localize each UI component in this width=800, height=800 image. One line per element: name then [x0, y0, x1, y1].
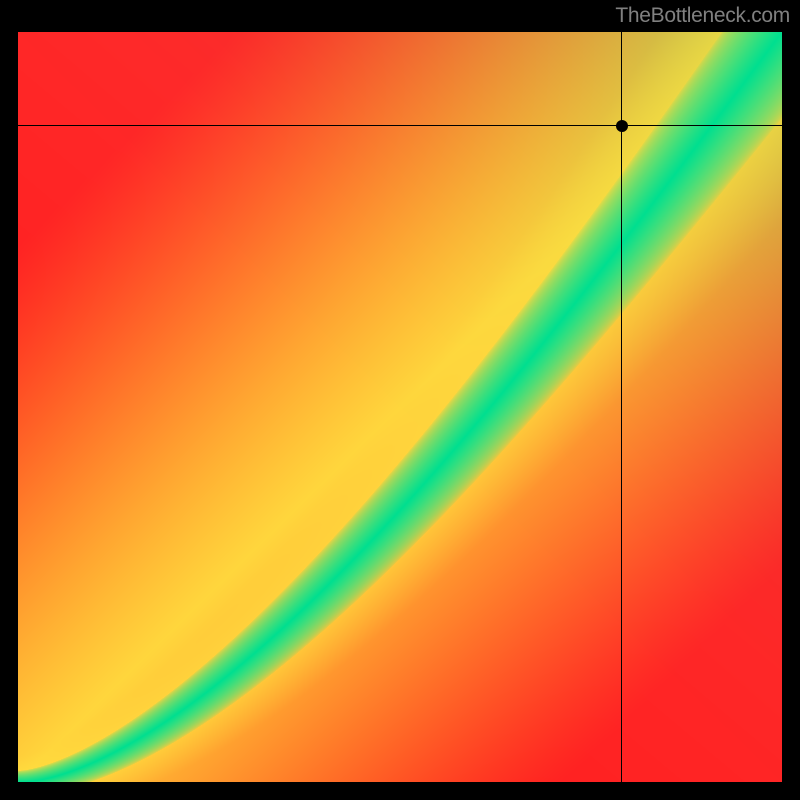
crosshair-vertical [621, 32, 622, 782]
watermark-text: TheBottleneck.com [615, 4, 790, 28]
bottleneck-heatmap-canvas [18, 32, 782, 782]
crosshair-point [616, 120, 628, 132]
bottleneck-heatmap-frame [18, 32, 782, 782]
crosshair-horizontal [18, 125, 782, 126]
